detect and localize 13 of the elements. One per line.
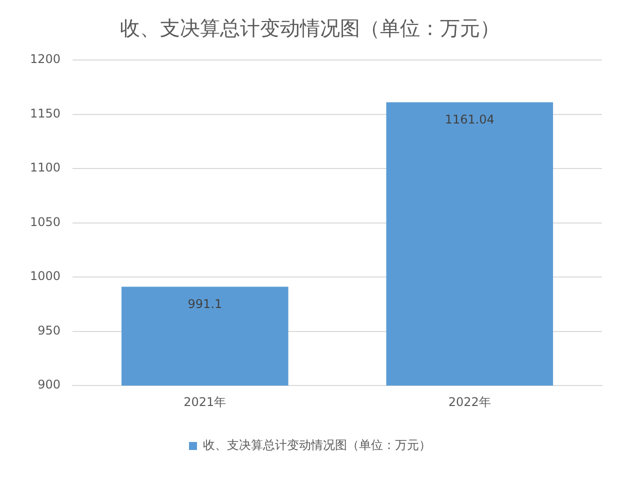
y-tick-label: 1050 [30, 214, 61, 229]
data-label: 991.1 [188, 296, 222, 311]
y-tick-label: 900 [38, 378, 61, 392]
legend-label: 收、支决算总计变动情况图（单位：万元） [203, 438, 431, 452]
x-tick-label: 2022年 [448, 394, 491, 409]
y-tick-label: 1150 [30, 106, 61, 120]
y-tick-label: 1200 [30, 52, 61, 66]
y-tick-label: 1100 [30, 160, 61, 175]
y-tick-label: 950 [38, 323, 61, 338]
y-tick-label: 1000 [30, 269, 61, 284]
data-label: 1161.04 [444, 112, 494, 126]
chart-title: 收、支决算总计变动情况图（单位：万元） [120, 16, 500, 40]
x-tick-label: 2021年 [184, 394, 226, 409]
